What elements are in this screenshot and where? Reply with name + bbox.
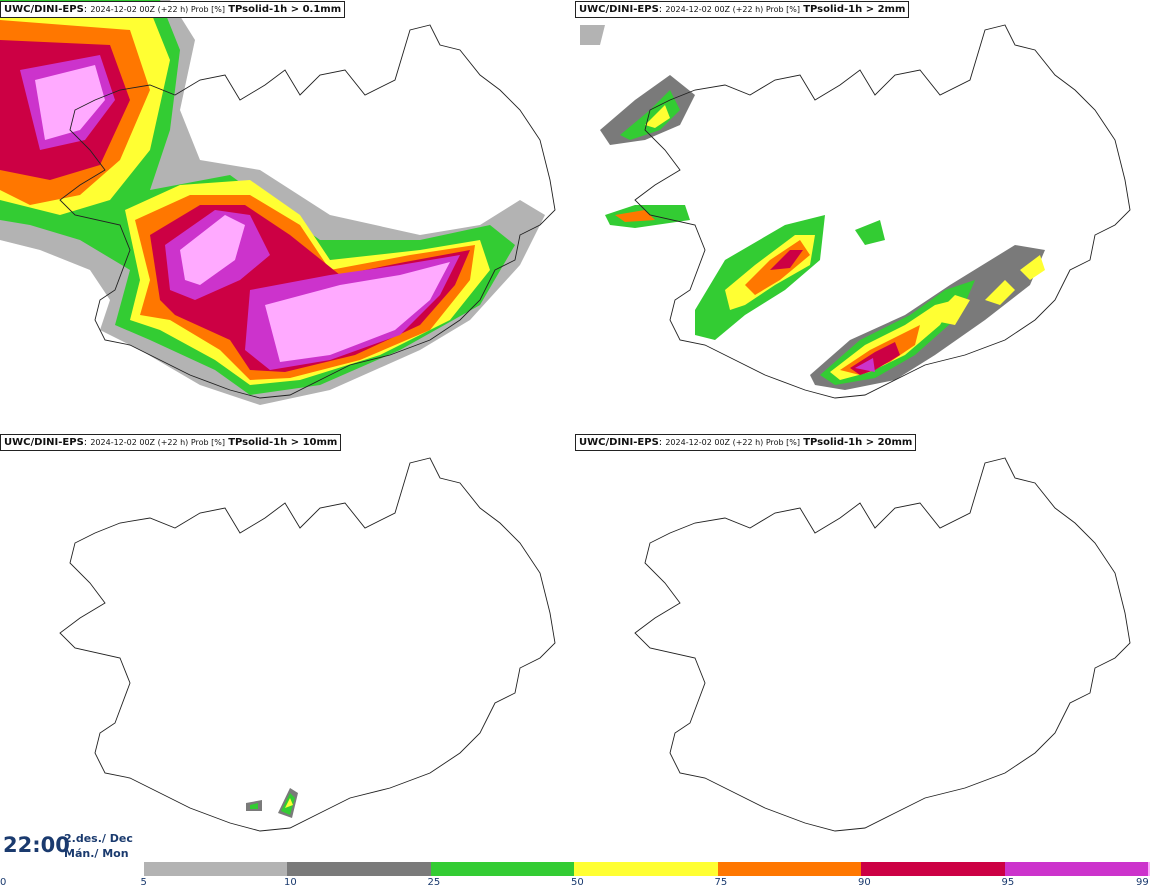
variable-threshold: TPsolid-1h > 20mm — [803, 437, 913, 448]
model-name: UWC/DINI-EPS — [579, 437, 659, 448]
legend-tick-90: 90 — [858, 877, 871, 888]
legend-tick-95: 95 — [1001, 877, 1015, 888]
legend-color-25-50 — [430, 862, 574, 876]
legend-tick-10: 10 — [284, 877, 297, 888]
panel-title: UWC/DINI-EPS: 2024-12-02 00Z (+22 h) Pro… — [575, 434, 917, 451]
legend-color-90-95 — [861, 862, 1005, 876]
legend-color-75-90 — [717, 862, 861, 876]
legend-tick-25: 25 — [427, 877, 441, 888]
legend-tick-75: 75 — [714, 877, 728, 888]
legend-color-99-100 — [1148, 862, 1150, 876]
map-panel-0p1mm: UWC/DINI-EPS: 2024-12-02 00Z (+22 h) Pro… — [0, 0, 575, 430]
panel-title: UWC/DINI-EPS: 2024-12-02 00Z (+22 h) Pro… — [0, 1, 346, 18]
probability-legend: 0 5 10 25 50 75 90 95 99 — [0, 862, 1150, 891]
valid-date: 2.des./ Dec Mán./ Mon — [64, 831, 133, 861]
legend-tick-99: 99 — [1136, 877, 1149, 888]
valid-time: 22:00 — [3, 833, 70, 857]
model-name: UWC/DINI-EPS — [579, 4, 659, 15]
valid-date-line1: 2.des./ Dec — [64, 832, 133, 845]
legend-tick-50: 50 — [571, 877, 584, 888]
map-area-10mm — [59, 457, 556, 832]
legend-color-10-25 — [287, 862, 431, 876]
legend-tick-0: 0 — [0, 877, 7, 888]
legend-tick-5: 5 — [140, 877, 147, 888]
model-name: UWC/DINI-EPS — [4, 4, 84, 15]
map-panel-20mm: UWC/DINI-EPS: 2024-12-02 00Z (+22 h) Pro… — [575, 433, 1150, 863]
panel-title: UWC/DINI-EPS: 2024-12-02 00Z (+22 h) Pro… — [575, 1, 910, 18]
map-area-20mm — [634, 457, 1131, 832]
valid-date-line2: Mán./ Mon — [64, 847, 129, 860]
run-info: 2024-12-02 00Z (+22 h) Prob [%] — [665, 5, 801, 14]
panel-title: UWC/DINI-EPS: 2024-12-02 00Z (+22 h) Pro… — [0, 434, 342, 451]
variable-threshold: TPsolid-1h > 2mm — [803, 4, 906, 15]
variable-threshold: TPsolid-1h > 10mm — [228, 437, 338, 448]
legend-color-50-75 — [574, 862, 718, 876]
map-area-2mm — [580, 24, 1131, 399]
legend-color-95-99 — [1004, 862, 1148, 876]
run-info: 2024-12-02 00Z (+22 h) Prob [%] — [90, 438, 226, 447]
legend-color-5-10 — [143, 862, 287, 876]
variable-threshold: TPsolid-1h > 0.1mm — [228, 4, 342, 15]
run-info: 2024-12-02 00Z (+22 h) Prob [%] — [665, 438, 801, 447]
model-name: UWC/DINI-EPS — [4, 437, 84, 448]
map-panel-2mm: UWC/DINI-EPS: 2024-12-02 00Z (+22 h) Pro… — [575, 0, 1150, 430]
map-panel-10mm: UWC/DINI-EPS: 2024-12-02 00Z (+22 h) Pro… — [0, 433, 575, 863]
map-area-0p1mm — [0, 0, 556, 405]
run-info: 2024-12-02 00Z (+22 h) Prob [%] — [90, 5, 226, 14]
